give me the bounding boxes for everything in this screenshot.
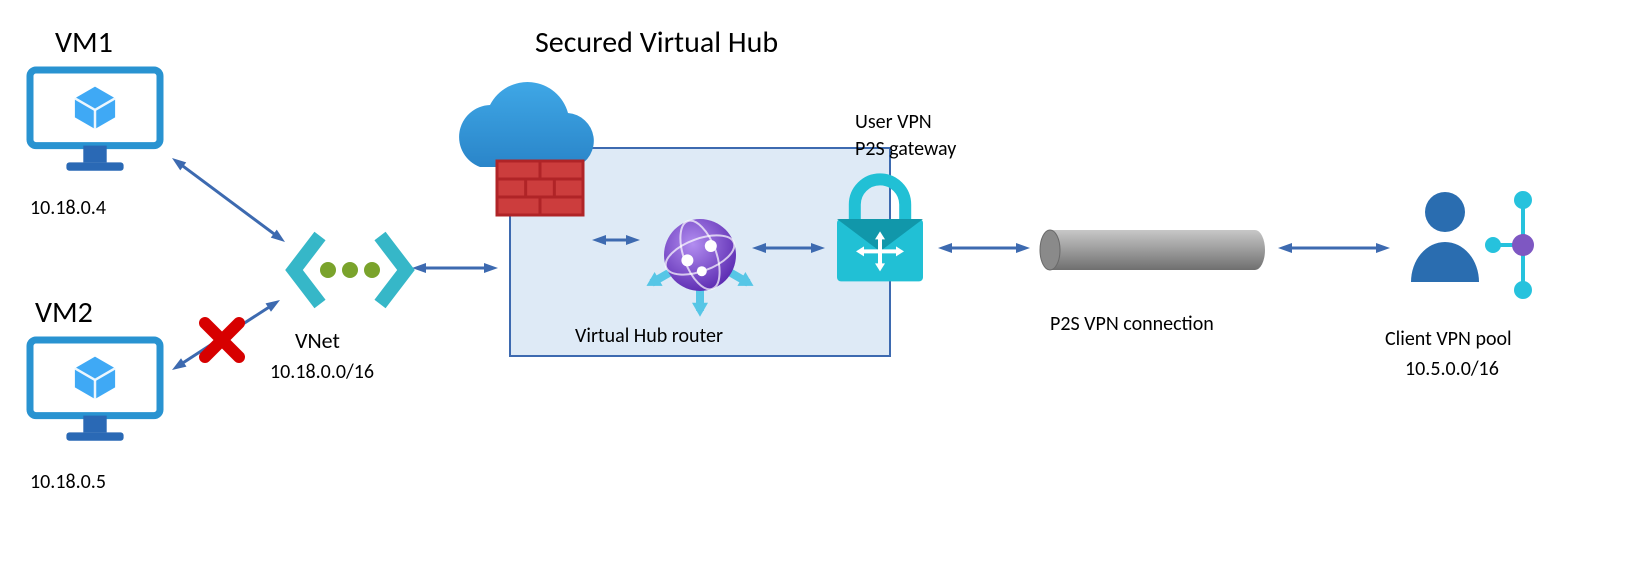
vm1-icon: VM1 10.18.0.4 — [30, 24, 160, 220]
vhub-router-label: Virtual Hub router — [575, 324, 723, 348]
vm1-icon-name: VM1 — [55, 24, 113, 61]
p2s-gateway-icon: User VPN P2S gateway — [837, 110, 956, 281]
vnet-name: VNet — [295, 327, 340, 354]
azure-firewall-icon — [459, 82, 594, 215]
vnet-icon: VNet 10.18.0.0/16 — [270, 236, 406, 384]
arrow-vm1-vnet — [172, 158, 285, 242]
vm2-icon: VM2 10.18.0.5 — [30, 294, 160, 494]
secured-hub-title: Secured Virtual Hub — [535, 24, 778, 61]
p2s-conn-label: P2S VPN connection — [1050, 312, 1214, 336]
vm2-icon-ip: 10.18.0.5 — [30, 470, 106, 494]
p2s-gw-label1: User VPN — [855, 110, 932, 134]
p2s-connection-icon: P2S VPN connection — [1040, 230, 1265, 336]
client-pool-label1: Client VPN pool — [1385, 327, 1512, 351]
vnet-cidr: 10.18.0.0/16 — [270, 360, 374, 384]
arrow-gw-pipe — [938, 243, 1030, 253]
client-pool-label2: 10.5.0.0/16 — [1405, 357, 1499, 381]
p2s-gw-label2: P2S gateway — [855, 137, 956, 161]
arrow-vm2-vnet — [172, 300, 280, 370]
arrow-pipe-client — [1278, 243, 1390, 253]
vm1-icon-ip: 10.18.0.4 — [30, 196, 106, 220]
arrow-vnet-hub — [412, 263, 498, 273]
client-vpn-pool-icon: Client VPN pool 10.5.0.0/16 — [1385, 191, 1534, 381]
vm2-icon-name: VM2 — [35, 294, 93, 331]
